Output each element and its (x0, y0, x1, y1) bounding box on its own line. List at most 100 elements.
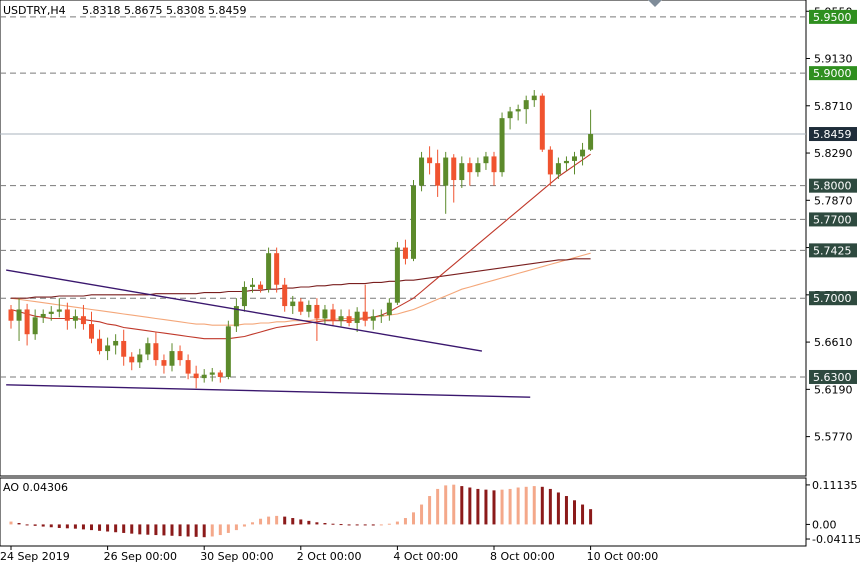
ao-bar-3 (33, 524, 37, 526)
candle-body-4 (40, 313, 46, 318)
ao-bar-52 (428, 496, 432, 525)
candle-body-42 (346, 316, 352, 323)
candle-body-57 (467, 163, 473, 173)
candle-body-60 (491, 156, 497, 173)
candle-body-70 (572, 156, 577, 161)
candle-body-45 (370, 316, 376, 321)
ao-bar-32 (267, 516, 271, 525)
ao-bar-50 (412, 512, 415, 525)
candle-body-14 (121, 340, 127, 357)
ao-bar-0 (9, 521, 13, 525)
ao-bar-51 (420, 504, 424, 525)
ao-bar-33 (275, 515, 279, 525)
candle-body-53 (435, 163, 441, 186)
candle-body-58 (475, 163, 481, 173)
price-tick-label-7: 5.6610 (814, 336, 853, 349)
candle-body-62 (507, 111, 513, 119)
candle-body-48 (394, 247, 400, 303)
candles (8, 90, 594, 389)
candle-body-11 (97, 338, 103, 352)
ao-bar-22 (186, 524, 190, 537)
ao-bar-6 (57, 524, 61, 528)
candle-body-50 (411, 185, 416, 259)
candle-body-22 (185, 360, 191, 374)
trendlines (6, 269, 531, 398)
candle-body-52 (427, 157, 433, 164)
candle-body-68 (555, 163, 561, 175)
ao-bar-37 (307, 520, 311, 525)
ao-bar-36 (299, 519, 303, 525)
ao-bar-61 (500, 489, 504, 525)
candle-body-1 (16, 309, 22, 321)
time-tick-label-2: 30 Sep 00:00 (200, 550, 273, 562)
candle-body-27 (225, 326, 231, 377)
level-label-5-box (809, 291, 857, 306)
candle-body-37 (306, 304, 312, 312)
ao-bar-45 (371, 524, 375, 526)
scroll-marker-icon[interactable] (648, 0, 662, 7)
ao-bar-25 (210, 524, 214, 537)
current-price-label-box (809, 127, 857, 142)
candle-body-26 (217, 372, 223, 377)
candle-body-21 (177, 351, 183, 361)
price-tick-label-2: 5.8710 (814, 100, 853, 113)
ao-bar-43 (355, 524, 359, 526)
candle-body-19 (161, 360, 167, 366)
ao-bar-20 (170, 524, 174, 536)
price-tick-label-8: 5.6190 (814, 383, 853, 396)
ao-bar-53 (436, 488, 440, 525)
candle-body-72 (588, 134, 594, 150)
ao-pane-border (0, 477, 807, 547)
candle-body-6 (56, 309, 62, 312)
level-labels: 5.9500 5.9000 5.8000 5.7700 5.7425 5.7000 5.63… (809, 9, 857, 384)
candle-body-59 (483, 156, 489, 164)
ao-bar-70 (573, 500, 576, 525)
candle-body-43 (354, 311, 360, 323)
ao-bar-63 (516, 487, 520, 525)
ao-bar-64 (524, 486, 528, 525)
level-label-1-box (809, 66, 857, 81)
candle-body-31 (258, 284, 264, 290)
ma-slow-line (11, 258, 591, 299)
candle-body-24 (201, 374, 207, 379)
candle-body-41 (338, 316, 344, 321)
level-label-2-text: 5.8000 (813, 180, 852, 193)
candle-body-13 (113, 340, 119, 346)
ao-bar-49 (403, 518, 407, 525)
trendline-1 (6, 384, 531, 398)
level-label-3-text: 5.7700 (813, 213, 852, 226)
ao-bar-14 (122, 524, 126, 533)
ao-bar-29 (242, 524, 246, 527)
ao-bar-16 (138, 524, 142, 535)
candle-body-40 (330, 309, 336, 321)
candle-body-46 (378, 315, 384, 317)
ao-bar-62 (508, 488, 512, 525)
ao-bar-1 (17, 523, 21, 525)
candle-body-33 (274, 253, 280, 285)
candle-body-36 (298, 301, 304, 312)
ao-bar-28 (234, 524, 238, 531)
ao-bar-55 (452, 484, 456, 525)
ao-bar-9 (81, 524, 85, 530)
candle-body-29 (241, 286, 247, 307)
price-axis: 5.95505.91305.87105.82905.78705.74505.70… (806, 5, 860, 546)
candle-body-54 (443, 157, 449, 186)
ao-bar-60 (492, 490, 496, 525)
ao-tick-label-1: 0.00 (812, 518, 837, 531)
time-tick-label-5: 8 Oct 00:00 (490, 550, 555, 562)
ao-bar-47 (387, 523, 391, 525)
ao-bar-67 (548, 488, 552, 525)
level-label-5-text: 5.7000 (813, 292, 852, 305)
ao-bar-11 (98, 524, 102, 531)
ao-bar-13 (114, 524, 118, 533)
time-tick-label-1: 26 Sep 00:00 (104, 550, 177, 562)
ao-bar-26 (218, 524, 222, 536)
time-tick-label-4: 4 Oct 00:00 (393, 550, 458, 562)
ao-bar-24 (202, 524, 206, 538)
candle-body-65 (531, 95, 537, 101)
level-label-6-box (809, 369, 857, 384)
ao-bar-44 (363, 524, 367, 526)
ao-bar-19 (162, 524, 166, 536)
ao-histogram (9, 484, 593, 538)
